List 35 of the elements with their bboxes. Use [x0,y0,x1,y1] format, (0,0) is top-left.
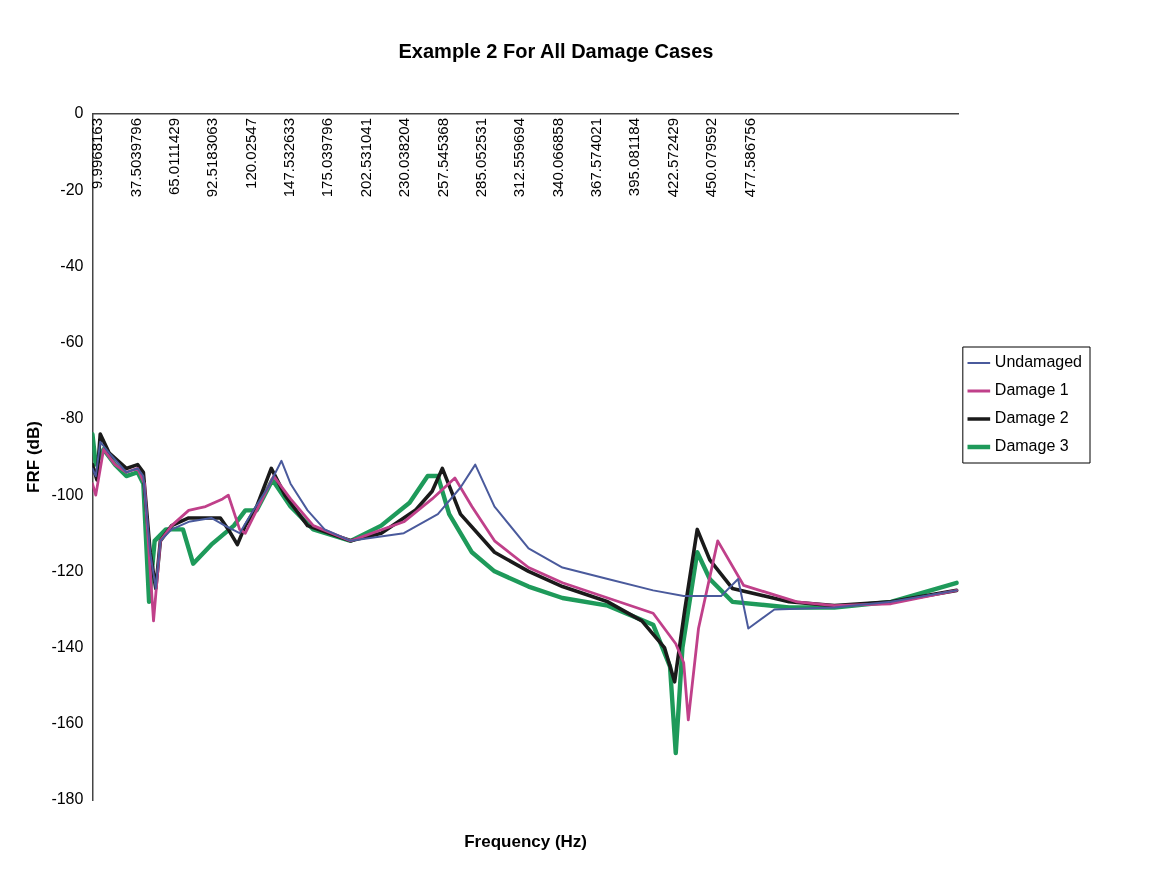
y-tick-label: -20 [60,180,84,198]
y-tick-label: -160 [51,714,84,732]
y-tick-label: -180 [51,790,84,808]
x-tick-label: 477.586756 [740,118,758,198]
x-tick-label: 422.572429 [663,118,681,198]
x-tick-label: 175.039796 [318,118,336,198]
y-tick-label: -40 [60,256,84,274]
x-tick-label: 92.5183063 [203,118,221,198]
x-tick-label: 37.5039796 [126,118,144,198]
legend-label: Undamaged [994,353,1082,371]
x-tick-label: 367.574021 [587,118,605,198]
legend-label: Damage 1 [994,381,1069,399]
x-tick-label: 9.9968163 [88,118,106,189]
x-tick-label: 120.02547 [241,118,259,189]
x-tick-label: 257.545368 [433,118,451,198]
y-tick-label: -60 [60,333,84,351]
chart-title: Example 2 For All Damage Cases [398,39,714,62]
y-tick-label: -100 [51,485,84,503]
x-axis-title: Frequency (Hz) [464,831,588,851]
x-tick-label: 395.081184 [625,118,643,197]
y-tick-label: -140 [51,637,84,655]
legend-label: Damage 2 [994,409,1069,427]
y-tick-label: -120 [51,561,84,579]
y-tick-label: 0 [74,104,84,122]
x-tick-label: 285.052531 [471,118,489,198]
x-tick-label: 65.0111429 [164,118,182,196]
y-axis-title: FRF (dB) [23,421,43,493]
x-tick-label: 202.531041 [356,118,374,198]
x-tick-label: 340.066858 [548,118,566,198]
x-tick-label: 312.559694 [510,118,528,198]
legend-label: Damage 3 [994,437,1069,455]
y-tick-label: -80 [60,409,84,427]
x-tick-label: 230.038204 [395,118,413,198]
x-tick-label: 147.532633 [280,118,298,198]
x-tick-label: 450.079592 [702,118,720,198]
